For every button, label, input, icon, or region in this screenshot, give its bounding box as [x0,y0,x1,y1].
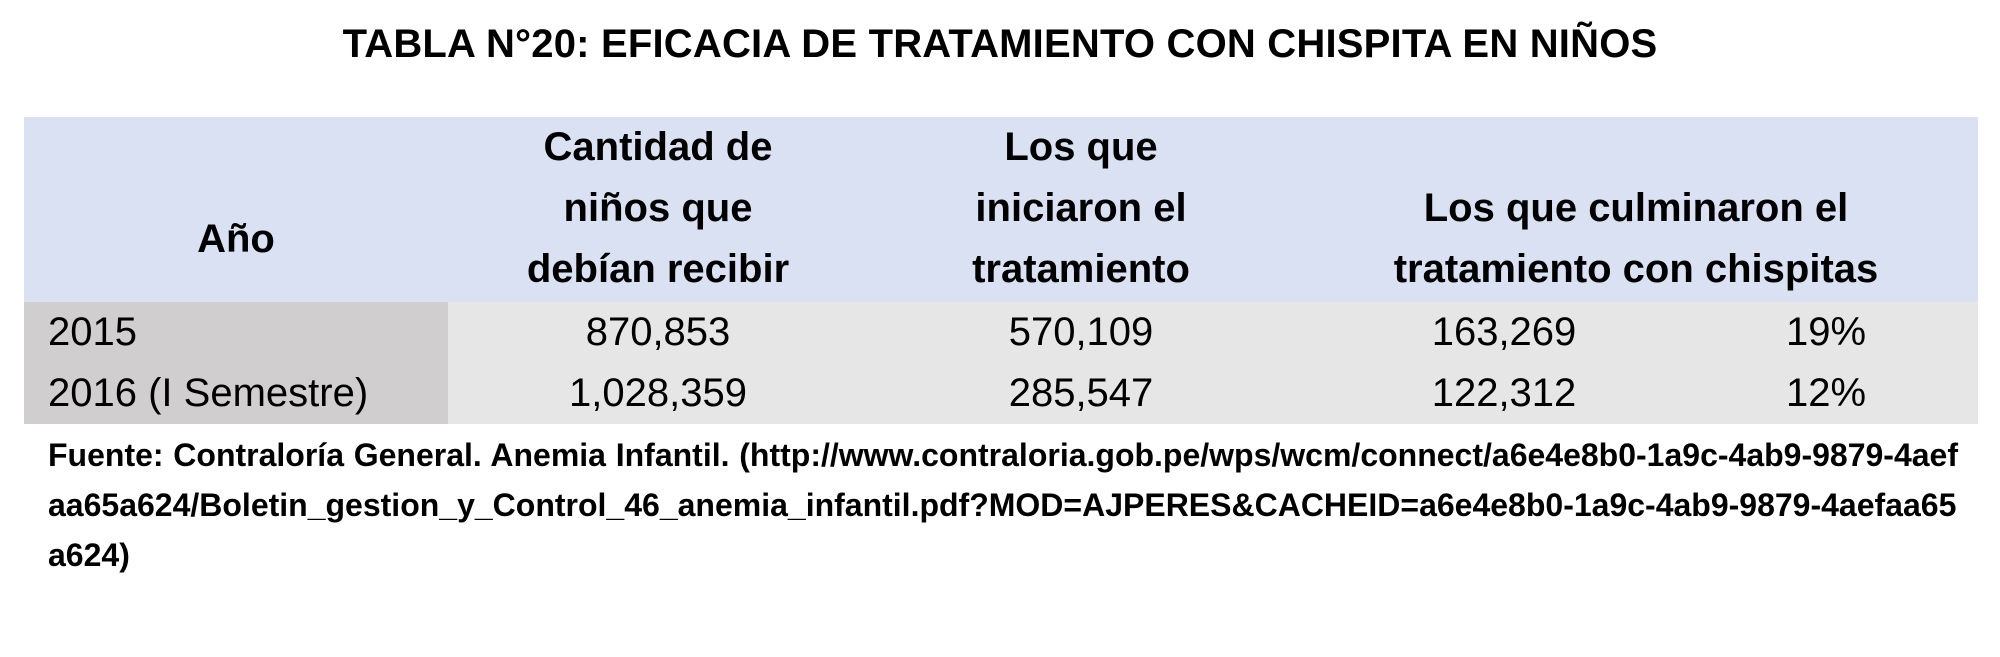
cell-completed: 122,312 [1294,363,1714,424]
header-year-label: Año [197,209,275,270]
table-row: 2016 (I Semestre) 1,028,359 285,547 122,… [24,363,1978,424]
source-note: Fuente: Contraloría General. Anemia Infa… [48,430,1958,580]
cell-completed-percent: 19% [1714,302,1978,363]
cell-started: 285,547 [868,363,1294,424]
table-row: 2015 870,853 570,109 163,269 19% [24,302,1978,363]
cell-year: 2016 (I Semestre) [24,363,448,424]
cell-completed: 163,269 [1294,302,1714,363]
cell-started: 570,109 [868,302,1294,363]
header-completed-label: Los que culminaron el tratamiento con ch… [1356,178,1916,300]
cell-completed-percent: 12% [1714,363,1978,424]
table-title: TABLA N°20: EFICACIA DE TRATAMIENTO CON … [0,16,2000,72]
cell-children-due: 870,853 [448,302,868,363]
cell-children-due: 1,028,359 [448,363,868,424]
efficacy-table: Año Cantidad de niños que debían recibir… [24,117,1978,424]
cell-year: 2015 [24,302,448,363]
table-header-row: Año Cantidad de niños que debían recibir… [24,117,1978,302]
